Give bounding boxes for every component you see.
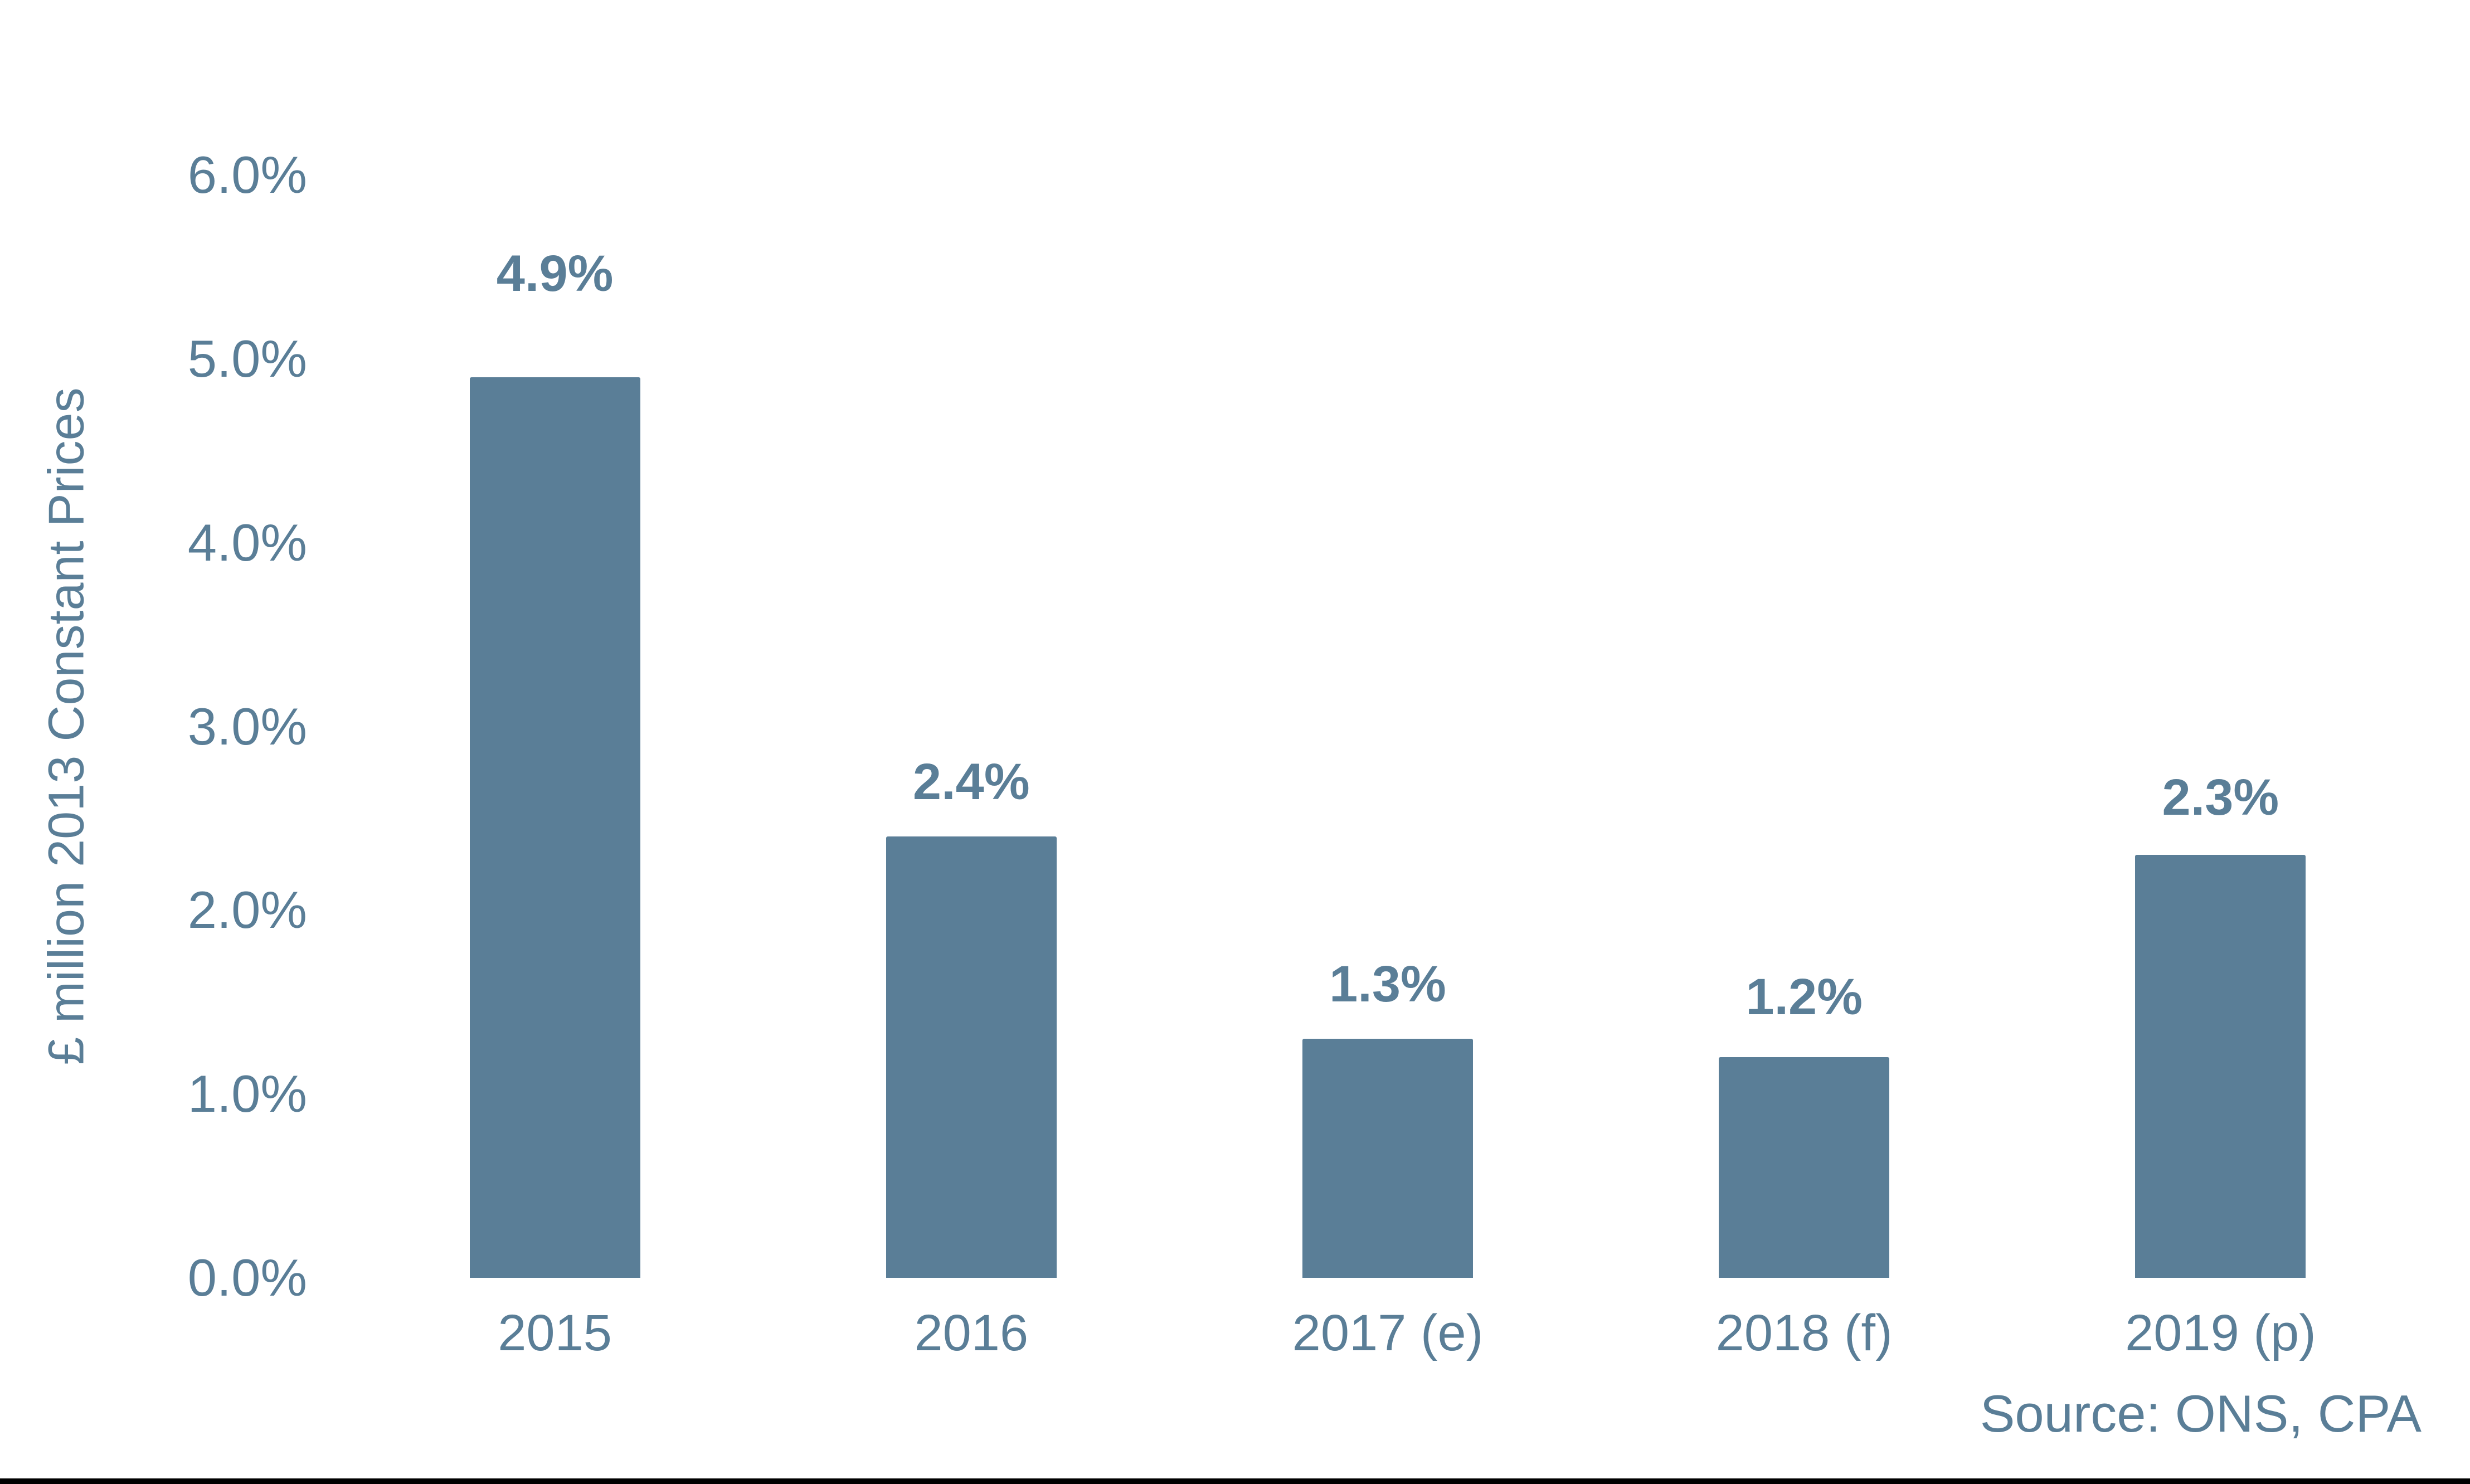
x-category-label: 2019 (p) — [2125, 1305, 2316, 1361]
source-note: Source: ONS, CPA — [1980, 1384, 2422, 1443]
bar-value-label: 1.3% — [1329, 956, 1446, 1013]
y-tick-label: 5.0% — [187, 329, 307, 388]
bar-value-label: 2.4% — [912, 753, 1030, 811]
bar-column: 1.2% — [1596, 175, 2012, 1278]
y-tick-label: 3.0% — [187, 697, 307, 756]
x-category-label: 2016 — [914, 1305, 1029, 1361]
bottom-border-rule — [0, 1478, 2470, 1484]
y-tick-label: 1.0% — [187, 1064, 307, 1123]
bar-value-label: 1.2% — [1745, 969, 1863, 1026]
y-axis-tick-labels: 0.0% 1.0% 2.0% 3.0% 4.0% 5.0% 6.0% — [0, 145, 307, 1307]
x-category-label: 2017 (e) — [1292, 1305, 1484, 1361]
y-tick-label: 0.0% — [187, 1248, 307, 1307]
y-tick-label: 2.0% — [187, 880, 307, 940]
bar-value-label: 2.3% — [2162, 769, 2279, 826]
bar — [1302, 1039, 1473, 1278]
bar-column: 4.9% — [347, 175, 763, 1278]
bar-column: 1.3% — [1179, 175, 1596, 1278]
x-axis-category-labels: 2015 2016 2017 (e) 2018 (f) 2019 (p) — [347, 1304, 2429, 1363]
bar — [2135, 855, 2306, 1278]
x-category-label: 2015 — [498, 1305, 612, 1361]
bar-column: 2.4% — [763, 175, 1179, 1278]
y-tick-label: 6.0% — [187, 145, 307, 204]
bar — [469, 377, 640, 1278]
x-category-label: 2018 (f) — [1715, 1305, 1893, 1361]
y-tick-label: 4.0% — [187, 513, 307, 572]
bar — [1719, 1057, 1890, 1278]
plot-area: 4.9% 2.4% 1.3% 1.2% 2.3% — [347, 175, 2429, 1278]
bar-value-label: 4.9% — [496, 245, 614, 302]
bar-column: 2.3% — [2012, 175, 2429, 1278]
bar — [886, 836, 1057, 1278]
